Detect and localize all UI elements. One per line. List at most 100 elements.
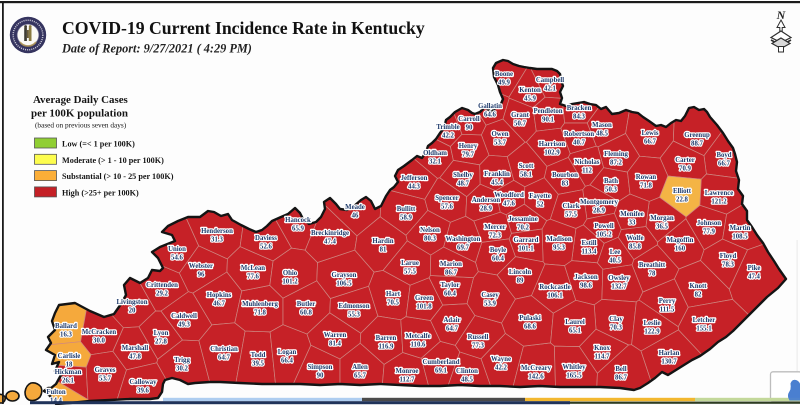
- svg-text:98.6: 98.6: [580, 283, 592, 290]
- svg-text:53.7: 53.7: [99, 376, 111, 383]
- svg-text:Lincoln: Lincoln: [509, 269, 532, 276]
- svg-text:28.9: 28.9: [593, 208, 605, 215]
- svg-text:Nicholas: Nicholas: [575, 159, 600, 166]
- svg-text:28.9: 28.9: [480, 206, 492, 213]
- svg-text:90: 90: [466, 125, 473, 132]
- svg-text:155.1: 155.1: [696, 326, 712, 333]
- svg-text:Laurel: Laurel: [565, 319, 585, 326]
- svg-text:49.3: 49.3: [178, 322, 190, 329]
- svg-text:Menifee: Menifee: [620, 211, 643, 218]
- svg-text:48.5: 48.5: [596, 131, 608, 138]
- svg-text:31.3: 31.3: [211, 237, 223, 244]
- svg-text:Substantial (> 10 - 25 per 100: Substantial (> 10 - 25 per 100K): [62, 172, 174, 181]
- svg-text:Greenup: Greenup: [684, 132, 710, 139]
- svg-text:Jefferson: Jefferson: [401, 175, 428, 182]
- svg-text:113.4: 113.4: [582, 249, 598, 256]
- svg-text:Trigg: Trigg: [174, 357, 190, 364]
- svg-text:Hopkins: Hopkins: [207, 292, 232, 299]
- svg-text:Bullitt: Bullitt: [397, 206, 416, 213]
- svg-text:65.9: 65.9: [292, 226, 304, 233]
- svg-text:102.9: 102.9: [544, 150, 560, 157]
- svg-text:Grant: Grant: [511, 112, 529, 119]
- svg-text:83: 83: [562, 181, 569, 188]
- svg-text:Graves: Graves: [95, 367, 116, 374]
- svg-text:Average Daily Cases: Average Daily Cases: [33, 94, 128, 106]
- svg-text:Christian: Christian: [210, 346, 238, 353]
- svg-text:95.3: 95.3: [553, 245, 565, 252]
- svg-text:Mason: Mason: [592, 122, 612, 129]
- svg-text:85.8: 85.8: [629, 244, 641, 251]
- svg-text:42.1: 42.1: [544, 86, 556, 93]
- svg-text:Carlisle: Carlisle: [58, 353, 81, 360]
- svg-text:Trimble: Trimble: [436, 124, 459, 131]
- svg-text:Pike: Pike: [748, 265, 761, 272]
- svg-text:Knott: Knott: [690, 283, 708, 290]
- svg-text:Ohio: Ohio: [283, 270, 298, 277]
- svg-text:60.8: 60.8: [300, 310, 312, 317]
- svg-text:48.7: 48.7: [457, 181, 469, 188]
- svg-text:Campbell: Campbell: [536, 77, 564, 84]
- svg-text:Marion: Marion: [440, 261, 462, 268]
- svg-text:Spencer: Spencer: [435, 195, 458, 202]
- svg-text:Morgan: Morgan: [650, 215, 674, 222]
- svg-text:32.1: 32.1: [429, 159, 441, 166]
- svg-text:65.1: 65.1: [569, 328, 581, 335]
- svg-text:Magoffin: Magoffin: [667, 237, 694, 244]
- svg-text:101.1: 101.1: [518, 246, 534, 253]
- svg-text:70.5: 70.5: [387, 300, 399, 307]
- svg-text:Daviess: Daviess: [255, 235, 277, 242]
- svg-text:Simpson: Simpson: [308, 364, 333, 371]
- svg-text:Breathitt: Breathitt: [639, 262, 666, 269]
- svg-text:47.6: 47.6: [503, 201, 515, 208]
- svg-text:16.3: 16.3: [60, 332, 72, 339]
- svg-text:54.6: 54.6: [171, 255, 183, 262]
- svg-text:Clark: Clark: [563, 203, 580, 210]
- svg-text:69.1: 69.1: [435, 368, 447, 375]
- svg-text:90.1: 90.1: [542, 117, 554, 124]
- svg-text:66.4: 66.4: [281, 358, 293, 365]
- svg-text:40.5: 40.5: [609, 258, 621, 265]
- svg-text:Henderson: Henderson: [201, 228, 233, 235]
- svg-text:Pulaski: Pulaski: [519, 315, 541, 322]
- svg-text:55.3: 55.3: [348, 312, 360, 319]
- svg-text:Edmonson: Edmonson: [339, 303, 370, 310]
- svg-text:Webster: Webster: [189, 263, 213, 270]
- svg-text:42.2: 42.2: [442, 133, 454, 140]
- svg-text:45.4: 45.4: [491, 180, 503, 187]
- svg-text:Russell: Russell: [468, 334, 489, 341]
- svg-text:Logan: Logan: [278, 349, 297, 356]
- svg-text:114.7: 114.7: [595, 354, 611, 361]
- svg-text:65.7: 65.7: [354, 373, 366, 380]
- svg-text:Garrard: Garrard: [514, 237, 539, 244]
- svg-text:Wolfe: Wolfe: [627, 235, 644, 242]
- svg-text:81: 81: [380, 247, 387, 254]
- svg-text:Fleming: Fleming: [604, 151, 628, 158]
- svg-text:39.5: 39.5: [252, 361, 264, 368]
- svg-text:Lyon: Lyon: [154, 330, 169, 337]
- svg-text:Pendleton: Pendleton: [533, 108, 562, 115]
- svg-text:77.9: 77.9: [703, 229, 715, 236]
- svg-text:77.6: 77.6: [247, 274, 259, 281]
- svg-text:Casey: Casey: [481, 292, 499, 299]
- svg-text:Union: Union: [168, 246, 186, 253]
- svg-text:Harlan: Harlan: [659, 350, 680, 357]
- svg-text:52.6: 52.6: [260, 244, 272, 251]
- svg-text:Perry: Perry: [659, 298, 676, 305]
- svg-text:Muhlenberg: Muhlenberg: [242, 301, 278, 308]
- svg-text:McLean: McLean: [241, 265, 265, 272]
- svg-text:Martin: Martin: [730, 225, 751, 232]
- svg-text:39.6: 39.6: [137, 388, 149, 395]
- svg-text:70.3: 70.3: [610, 325, 622, 332]
- svg-text:Rockcastle: Rockcastle: [539, 284, 570, 291]
- svg-text:71.8: 71.8: [640, 183, 652, 190]
- svg-text:Scott: Scott: [519, 163, 534, 170]
- svg-text:132.7: 132.7: [611, 284, 627, 291]
- svg-text:66.7: 66.7: [644, 139, 656, 146]
- svg-text:Clay: Clay: [609, 316, 623, 323]
- svg-text:Bracken: Bracken: [567, 105, 592, 112]
- svg-text:Boyle: Boyle: [490, 247, 506, 254]
- svg-text:Lee: Lee: [610, 249, 621, 256]
- svg-text:89: 89: [517, 278, 524, 285]
- svg-text:Oldham: Oldham: [423, 150, 447, 157]
- svg-text:111.5: 111.5: [660, 307, 675, 314]
